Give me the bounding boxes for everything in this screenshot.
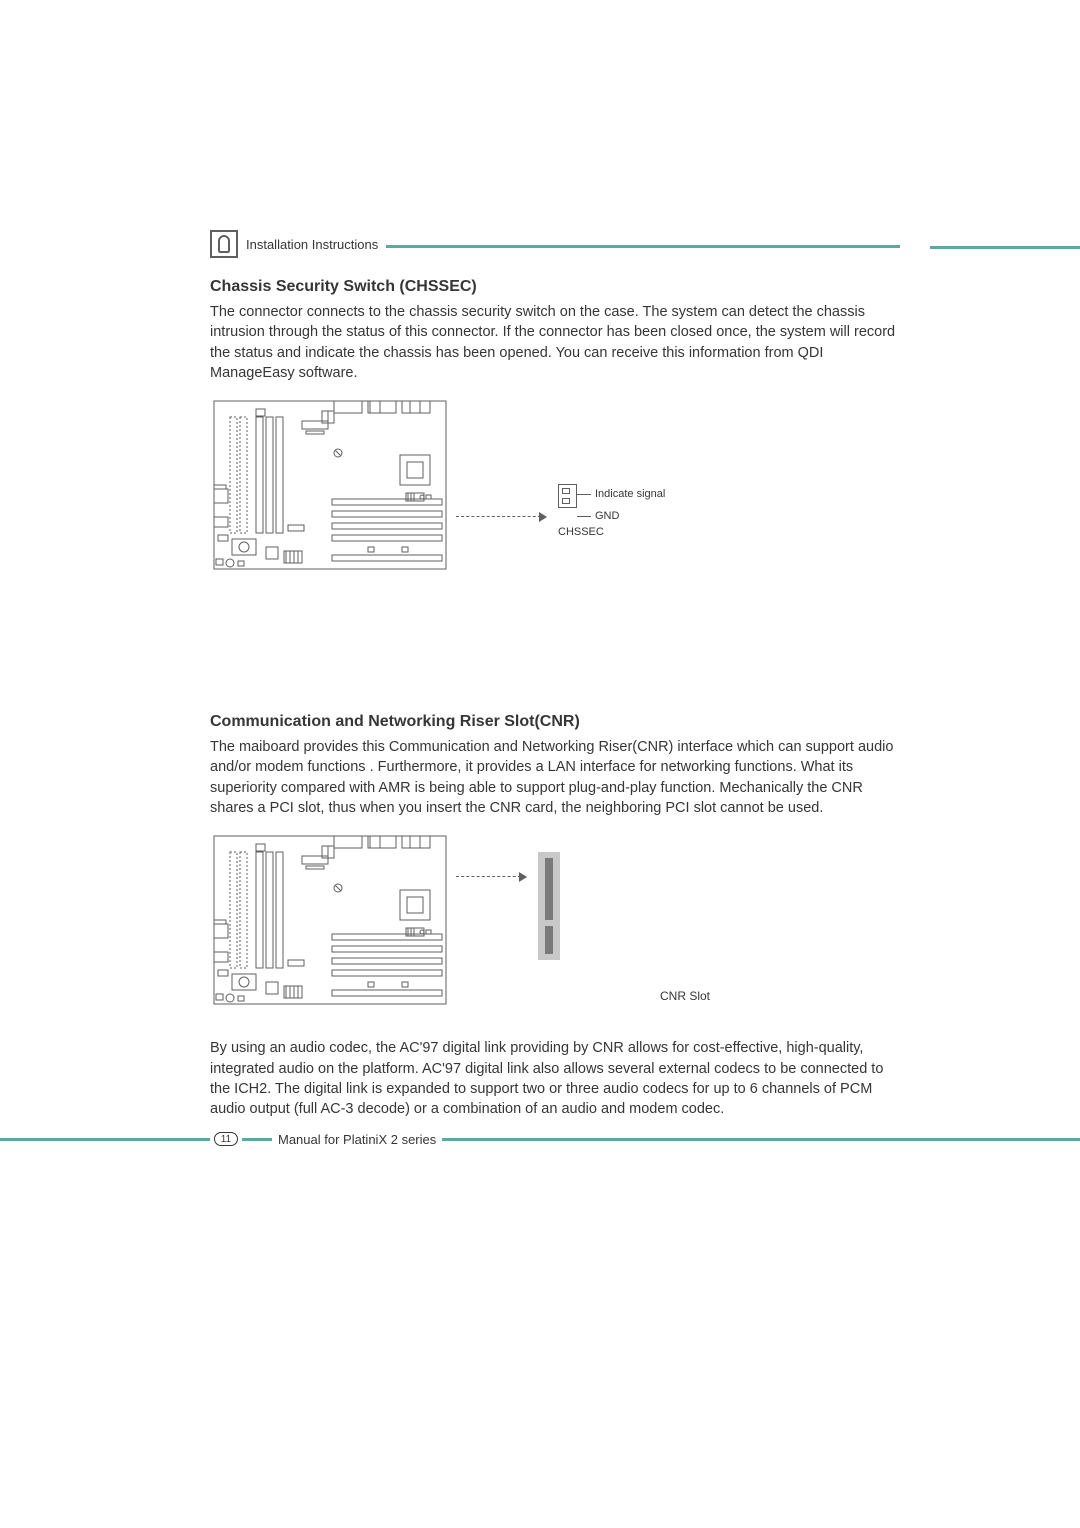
chssec-connector-detail: Indicate signal GND CHSSEC: [558, 484, 665, 538]
pin-label-2: GND: [595, 510, 619, 522]
chssec-body: The connector connects to the chassis se…: [210, 302, 900, 383]
cnr-slot-label: CNR Slot: [660, 989, 710, 1003]
pin-label-1: Indicate signal: [595, 488, 665, 500]
motherboard-schematic-icon: [210, 399, 450, 573]
header-rule-right: [930, 246, 1080, 249]
connector-label: CHSSEC: [558, 526, 604, 538]
page-header: Installation Instructions: [210, 230, 900, 258]
cnr-slot-detail: [538, 852, 560, 960]
cnr-body: The maiboard provides this Communication…: [210, 737, 900, 818]
chssec-diagram: Indicate signal GND CHSSEC: [210, 399, 900, 573]
header-section-label: Installation Instructions: [246, 237, 378, 252]
cnr-heading: Communication and Networking Riser Slot(…: [210, 713, 900, 731]
cnr-body-2: By using an audio codec, the AC'97 digit…: [210, 1038, 900, 1119]
arrow-right-icon: [539, 512, 547, 522]
chssec-heading: Chassis Security Switch (CHSSEC): [210, 278, 900, 296]
motherboard-schematic-icon: [210, 834, 450, 1008]
page-number: 11: [214, 1132, 238, 1146]
arrow-right-icon: [519, 872, 527, 882]
footer-title: Manual for PlatiniX 2 series: [278, 1132, 436, 1147]
cnr-diagram: CNR Slot: [210, 834, 900, 1008]
cnr-slot-icon: [538, 852, 560, 960]
brand-logo-icon: [210, 230, 238, 258]
page-footer: 11 Manual for PlatiniX 2 series: [0, 1130, 1080, 1148]
header-rule: [386, 245, 900, 248]
